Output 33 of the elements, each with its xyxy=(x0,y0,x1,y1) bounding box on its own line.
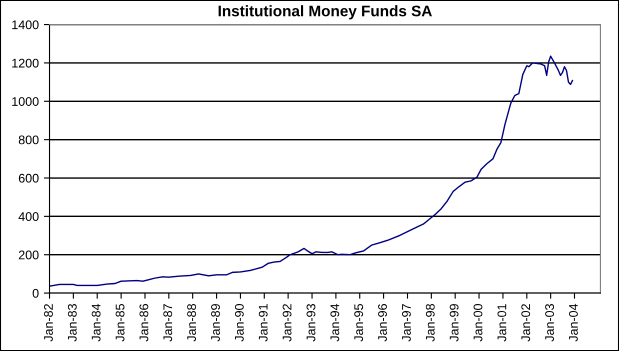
x-tick-label: Jan-99 xyxy=(450,304,459,342)
x-tick-label: Jan-85 xyxy=(116,304,124,342)
y-tick-label: 800 xyxy=(18,135,39,144)
line-series xyxy=(50,56,574,287)
y-tick-label: 200 xyxy=(18,250,39,260)
x-tick-label: Jan-93 xyxy=(306,304,316,342)
x-tick-label: Jan-84 xyxy=(92,304,101,342)
x-tick-label: Jan-90 xyxy=(234,304,244,342)
chart-title: Institutional Money Funds SA xyxy=(218,5,432,20)
y-tick-label: 0 xyxy=(32,288,39,298)
x-tick-label: Jan-82 xyxy=(44,304,53,342)
x-tick-label: Jan-98 xyxy=(426,304,435,342)
x-tick-label: Jan-87 xyxy=(163,304,172,342)
y-tick-label: 400 xyxy=(18,212,39,222)
y-tick-label: 1400 xyxy=(12,20,39,30)
x-tick-label: Jan-01 xyxy=(497,304,506,342)
x-tick-label: Jan-00 xyxy=(474,304,482,342)
y-tick-label: 600 xyxy=(18,174,39,183)
x-tick-label: Jan-04 xyxy=(568,304,578,342)
x-tick-label: Jan-88 xyxy=(187,304,196,342)
x-tick-label: Jan-89 xyxy=(211,304,220,342)
x-tick-label: Jan-03 xyxy=(545,304,554,342)
x-tick-label: Jan-95 xyxy=(354,304,364,342)
x-tick-label: Jan-86 xyxy=(139,304,148,342)
x-tick-label: Jan-91 xyxy=(258,304,268,342)
x-tick-label: Jan-83 xyxy=(68,304,77,342)
x-tick-label: Jan-94 xyxy=(330,304,340,342)
x-tick-label: Jan-97 xyxy=(402,304,411,342)
x-tick-label: Jan-02 xyxy=(521,304,530,342)
x-tick-label: Jan-92 xyxy=(282,304,292,342)
y-tick-label: 1000 xyxy=(12,97,39,106)
y-tick-label: 1200 xyxy=(12,58,39,68)
x-tick-label: Jan-96 xyxy=(378,304,387,342)
